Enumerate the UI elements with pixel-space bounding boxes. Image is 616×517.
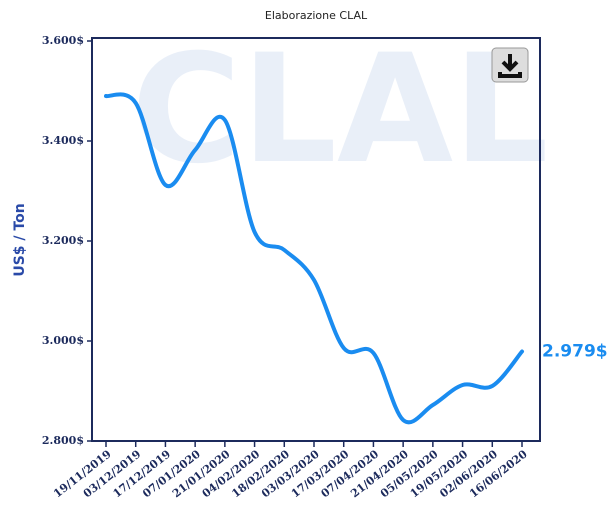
download-button[interactable] bbox=[491, 47, 529, 83]
download-icon[interactable] bbox=[498, 54, 522, 78]
watermark: CLAL bbox=[131, 23, 548, 197]
data-line bbox=[104, 92, 524, 425]
y-tick-label: 3.200$ bbox=[42, 234, 84, 247]
y-tick-label: 3.000$ bbox=[42, 334, 84, 347]
y-tick-label: 3.600$ bbox=[42, 34, 84, 47]
chart-title: Elaborazione CLAL bbox=[265, 9, 368, 22]
plot-frame bbox=[91, 37, 541, 442]
y-axis-label: US$ / Ton bbox=[12, 203, 28, 276]
value-label: 2.979$ bbox=[542, 342, 608, 362]
y-tick-label: 3.400$ bbox=[42, 134, 84, 147]
y-tick-label: 2.800$ bbox=[42, 434, 84, 447]
